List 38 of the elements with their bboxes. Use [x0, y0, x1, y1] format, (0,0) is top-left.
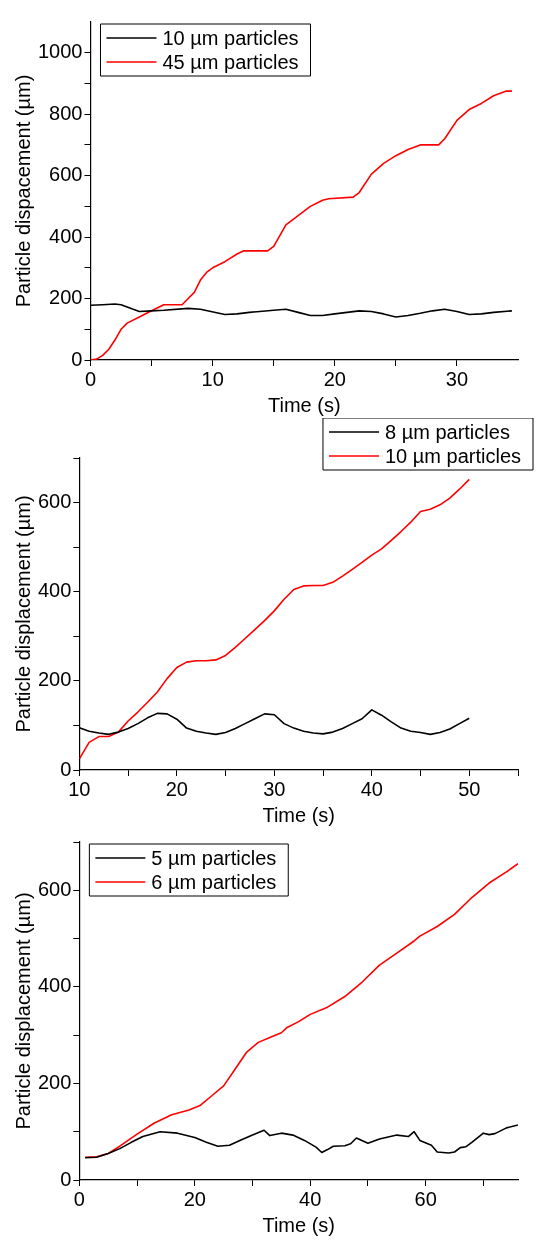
- x-tick-label: 20: [165, 777, 188, 800]
- x-tick-label: 20: [323, 367, 346, 390]
- y-tick-label: 200: [37, 1070, 72, 1093]
- x-tick-label: 10: [68, 777, 91, 800]
- legend-label: 5 µm particles: [151, 846, 277, 869]
- x-tick-label: 40: [360, 777, 383, 800]
- x-tick-label: 50: [458, 777, 481, 800]
- y-tick-label: 600: [37, 490, 72, 513]
- y-axis-title: Particle displacement (µm): [11, 495, 34, 733]
- y-tick-label: 800: [49, 101, 83, 124]
- y-tick-label: 200: [37, 668, 72, 691]
- legend-label: 45 µm particles: [162, 50, 299, 73]
- legend-label: 10 µm particles: [162, 26, 299, 49]
- y-tick-label: 600: [37, 877, 72, 900]
- x-axis-title: Time (s): [262, 1213, 335, 1236]
- y-tick-label: 1000: [37, 40, 83, 63]
- x-tick-label: 30: [445, 367, 469, 390]
- x-tick-label: 0: [84, 367, 97, 390]
- x-axis-title: Time (s): [267, 393, 341, 416]
- legend-label: 8 µm particles: [384, 420, 510, 443]
- x-tick-label: 40: [299, 1187, 322, 1210]
- x-tick-label: 30: [263, 777, 286, 800]
- x-axis-title: Time (s): [262, 803, 335, 826]
- y-tick-label: 400: [37, 974, 72, 997]
- y-tick-label: 400: [37, 579, 72, 602]
- y-tick-label: 600: [49, 163, 83, 186]
- y-tick-label: 0: [60, 1167, 72, 1190]
- y-tick-label: 0: [60, 757, 72, 780]
- y-tick-label: 200: [49, 286, 83, 309]
- legend-label: 10 µm particles: [384, 444, 521, 467]
- y-axis-title: Particle dispacement (µm): [11, 74, 34, 308]
- y-tick-label: 400: [49, 224, 83, 247]
- x-tick-label: 20: [183, 1187, 206, 1210]
- legend-label: 6 µm particles: [151, 870, 277, 893]
- y-axis-title: Particle displacement (µm): [11, 892, 34, 1130]
- x-tick-label: 10: [201, 367, 224, 390]
- y-tick-label: 0: [71, 347, 83, 370]
- x-tick-label: 60: [414, 1187, 437, 1210]
